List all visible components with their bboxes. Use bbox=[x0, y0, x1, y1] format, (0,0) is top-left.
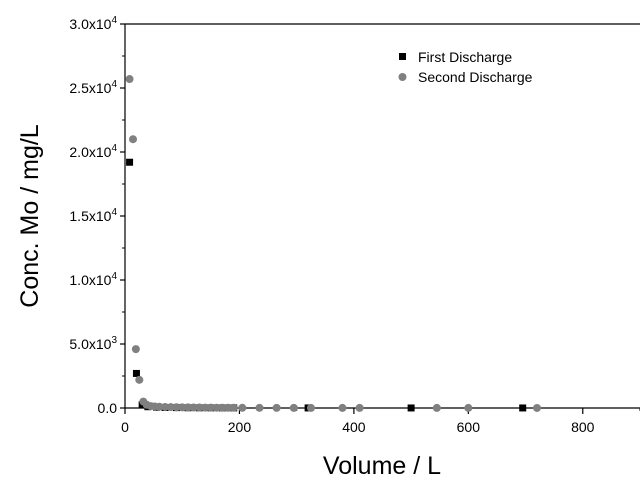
y-tick-label: 2.0x104 bbox=[69, 143, 117, 160]
data-point-second-discharge bbox=[206, 403, 215, 412]
legend-marker-first-discharge bbox=[399, 53, 406, 60]
data-point-first-discharge bbox=[519, 404, 527, 412]
data-point-second-discharge bbox=[155, 402, 164, 411]
x-tick-label: 400 bbox=[342, 419, 366, 435]
y-tick-label: 0.0 bbox=[98, 400, 118, 416]
legend-label-second-discharge: Second Discharge bbox=[418, 69, 533, 85]
data-point-first-discharge bbox=[407, 404, 415, 412]
x-tick-label: 200 bbox=[228, 419, 252, 435]
data-point-second-discharge bbox=[183, 403, 192, 412]
legend-label-first-discharge: First Discharge bbox=[418, 49, 512, 65]
x-tick-label: 600 bbox=[457, 419, 481, 435]
legend: First Discharge Second Discharge bbox=[398, 49, 533, 85]
data-point-first-discharge bbox=[132, 369, 140, 377]
data-point-first-discharge bbox=[126, 158, 134, 166]
data-point-second-discharge bbox=[338, 403, 347, 412]
data-point-second-discharge bbox=[533, 403, 541, 412]
data-point-second-discharge bbox=[212, 403, 221, 412]
data-point-second-discharge bbox=[195, 403, 204, 412]
y-tick-label: 5.0x103 bbox=[69, 335, 117, 352]
data-point-second-discharge bbox=[218, 403, 227, 412]
data-point-second-discharge bbox=[229, 403, 238, 412]
data-point-second-discharge bbox=[135, 375, 144, 384]
data-point-second-discharge bbox=[161, 402, 170, 411]
data-point-second-discharge bbox=[166, 403, 175, 412]
data-point-second-discharge bbox=[201, 403, 210, 412]
y-axis: 0.0 5.0x103 1.0x104 1.5x104 2.0x104 2.5x104 3.… bbox=[69, 15, 125, 416]
data-point-second-discharge bbox=[178, 403, 187, 412]
data-point-second-discharge bbox=[432, 403, 441, 412]
data-point-second-discharge bbox=[289, 403, 298, 412]
y-tick-label: 1.5x104 bbox=[69, 207, 117, 224]
legend-marker-second-discharge bbox=[398, 73, 407, 81]
y-axis-title: Conc. Mo / mg/L bbox=[16, 124, 44, 307]
y-tick-label: 3.0x104 bbox=[69, 15, 117, 32]
data-point-second-discharge bbox=[189, 403, 198, 412]
data-points bbox=[125, 75, 541, 412]
x-axis: 0 200 400 600 800 bbox=[121, 408, 640, 435]
data-point-second-discharge bbox=[306, 403, 315, 412]
plot-area bbox=[124, 23, 640, 409]
data-point-second-discharge bbox=[355, 403, 364, 412]
data-point-second-discharge bbox=[238, 403, 247, 412]
data-point-second-discharge bbox=[272, 403, 281, 412]
y-tick-label: 2.5x104 bbox=[69, 79, 117, 96]
data-point-second-discharge bbox=[131, 345, 140, 354]
data-point-second-discharge bbox=[255, 403, 264, 412]
data-point-second-discharge bbox=[125, 75, 134, 84]
data-point-second-discharge bbox=[224, 403, 232, 412]
x-tick-label: 0 bbox=[121, 419, 129, 435]
data-point-second-discharge bbox=[464, 403, 473, 412]
data-point-second-discharge bbox=[172, 403, 181, 412]
y-tick-label: 1.0x104 bbox=[69, 271, 117, 288]
x-axis-title: Volume / L bbox=[323, 452, 441, 478]
x-tick-label: 800 bbox=[571, 419, 595, 435]
data-point-second-discharge bbox=[129, 135, 138, 144]
